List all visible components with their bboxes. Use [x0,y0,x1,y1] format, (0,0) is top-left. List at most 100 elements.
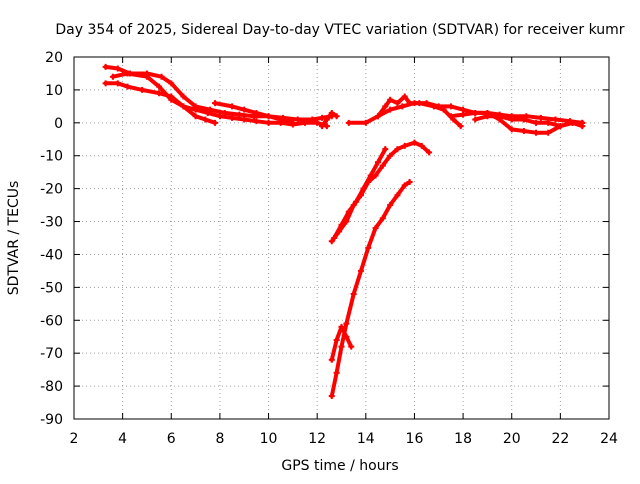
data-point [367,172,374,179]
data-point [323,116,330,123]
data-point [192,113,199,120]
data-point [394,146,401,153]
data-point [180,103,187,110]
data-point [156,90,163,97]
data-point [202,116,209,123]
y-tick-label: 10 [45,83,63,99]
data-point [338,221,345,228]
grid [74,57,609,419]
data-point [204,109,211,116]
data-point [353,198,360,205]
data-point [426,149,433,156]
data-series-track-9 [447,109,586,126]
data-point [579,119,586,126]
data-point [192,106,199,113]
data-point [156,83,163,90]
x-tick-label: 20 [503,431,521,447]
data-series-track-5 [319,109,340,130]
data-point [382,103,389,110]
data-point [241,106,248,113]
x-tick-label: 12 [308,431,326,447]
data-point [447,113,454,120]
data-point [523,113,530,120]
data-point [401,142,408,149]
data-point [212,119,219,126]
data-point [357,267,364,274]
series-layer [102,63,586,399]
data-point [552,116,559,123]
x-tick-label: 6 [167,431,176,447]
data-point [338,343,345,350]
data-series-track-11 [331,146,389,241]
ticks [73,56,610,420]
data-point [319,114,326,121]
x-tick-label: 8 [215,431,224,447]
data-point [168,80,175,87]
data-point [447,103,454,110]
data-point [294,116,301,123]
data-point [314,119,321,126]
data-point [545,119,552,126]
data-point [379,215,386,222]
data-point [472,116,479,123]
data-point [411,139,418,146]
chart-title: Day 354 of 2025, Sidereal Day-to-day VTE… [55,22,624,38]
y-tick-label: -90 [40,412,63,428]
data-point [394,100,401,107]
x-tick-label: 24 [600,431,618,447]
data-series-track-6 [345,93,464,130]
data-point [319,123,326,130]
x-tick-label: 16 [406,431,424,447]
data-point [472,109,479,116]
data-point [168,96,175,103]
y-tick-label: -10 [40,149,63,165]
data-point [109,73,116,80]
data-point [114,80,121,87]
data-point [114,65,121,72]
data-point [328,109,335,116]
data-point [143,73,150,80]
data-point [411,100,418,107]
data-point [401,93,408,100]
data-point [382,146,389,153]
data-point [387,202,394,209]
data-point [365,244,372,251]
data-series-track-12 [328,179,413,399]
data-point [360,185,367,192]
series-line [320,110,339,129]
data-point [435,103,442,110]
y-tick-label: -40 [40,247,63,263]
data-point [289,119,296,126]
data-point [102,63,109,70]
data-point [567,118,574,125]
y-tick-label: 0 [54,116,63,132]
data-point [338,323,345,330]
data-point [139,86,146,93]
data-point [496,111,503,118]
y-tick-label: -70 [40,346,63,362]
data-series-track-13 [328,323,355,363]
data-point [265,119,272,126]
data-point [265,113,272,120]
tick-labels: 2 4 6 8 10 12 14 16 18 20 22 2420100-10-20-30-40-50… [40,50,618,447]
plot-frame [73,56,610,420]
data-point [333,337,340,344]
data-point [508,126,515,133]
data-series-track-4 [212,100,296,126]
data-point [124,70,131,77]
data-point [418,142,425,149]
x-tick-label: 18 [454,431,472,447]
data-point [557,123,564,130]
data-series-track-1 [102,63,335,123]
data-point [387,106,394,113]
data-point [379,162,386,169]
data-point [345,208,352,215]
data-point [520,128,527,135]
data-point [102,80,109,87]
series-line [329,180,412,398]
y-tick-label: -50 [40,280,63,296]
y-tick-label: -80 [40,379,63,395]
data-point [423,100,430,107]
